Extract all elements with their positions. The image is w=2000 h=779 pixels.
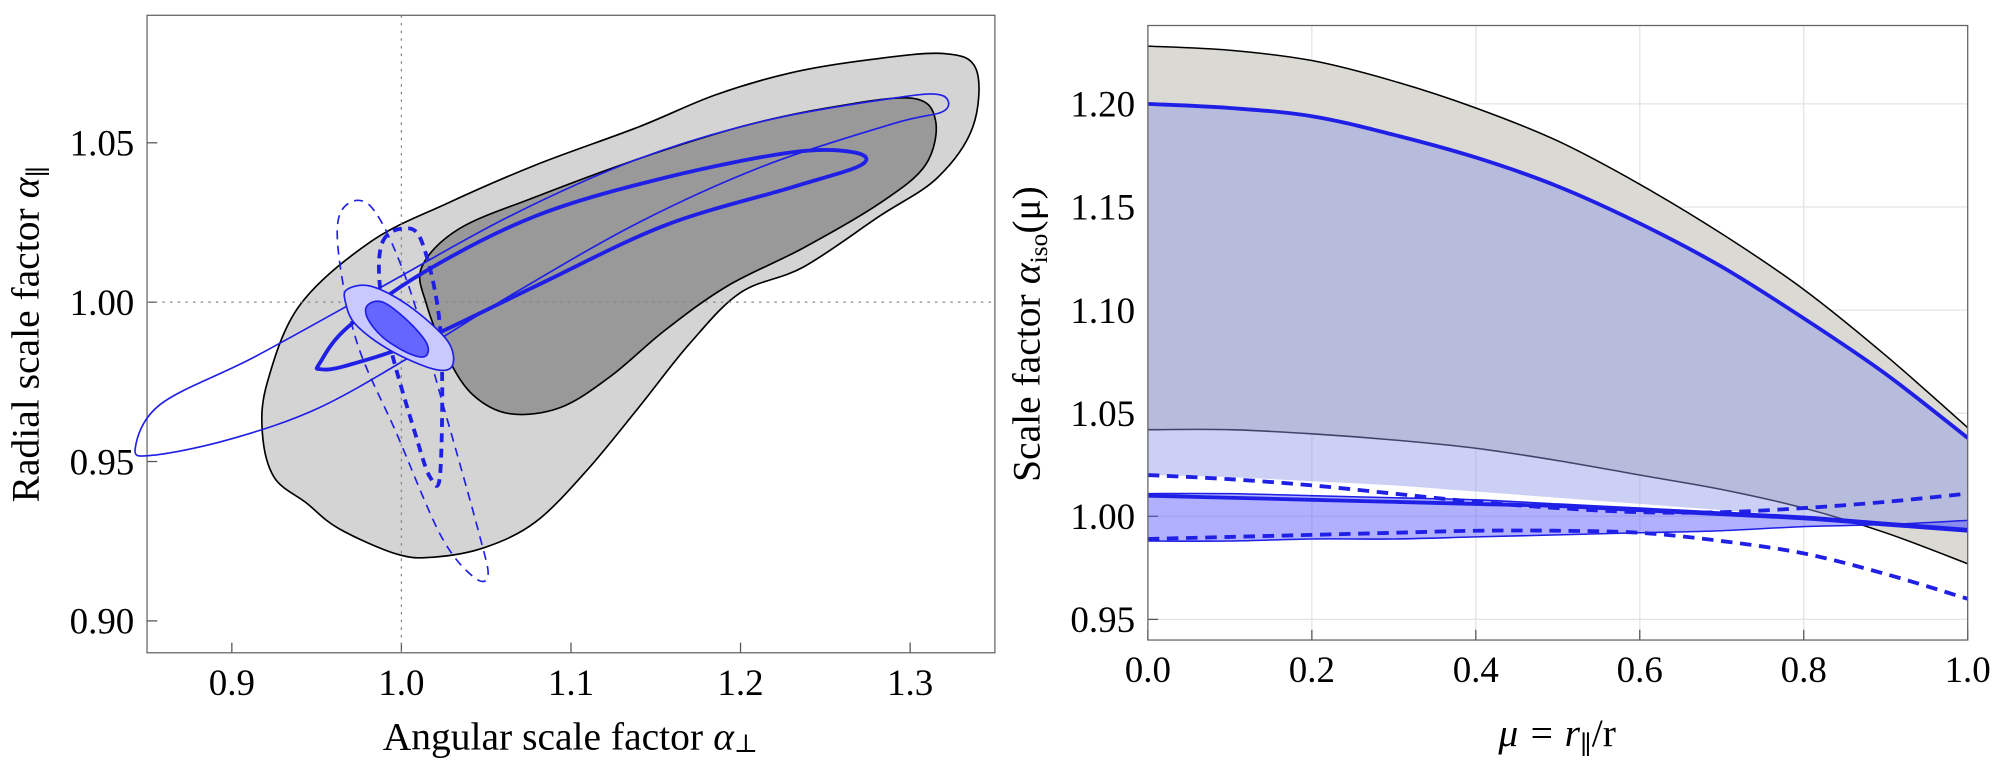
y-tick-label: 0.95 [1070, 599, 1135, 640]
line [1147, 101, 1968, 440]
x-axis-label: μ = r∥/r [1497, 711, 1616, 760]
x-tick-label: 1.3 [887, 662, 933, 703]
x-tick-label: 1.0 [1945, 649, 1991, 690]
band-edge [1147, 519, 1968, 542]
band-edge [1147, 428, 1968, 565]
x-tick-label: 1.0 [378, 662, 424, 703]
x-axis-label: Angular scale factor α⊥ [383, 715, 758, 759]
x-tick-label: 0.8 [1781, 649, 1827, 690]
label-text: Radial scale factor [4, 208, 48, 502]
line [1147, 473, 1968, 515]
band-edge [1147, 492, 1968, 530]
label-text: /r [1592, 711, 1616, 755]
x-tick-label: 0.2 [1289, 649, 1335, 690]
y-tick-label: 1.10 [1070, 290, 1135, 331]
band [1147, 46, 1968, 564]
label-symbol: α [1005, 262, 1049, 284]
band [1147, 103, 1968, 529]
label-subscript: ⊥ [734, 729, 758, 758]
label-text: (μ) [1005, 186, 1049, 234]
y-tick-label: 0.90 [70, 601, 135, 642]
y-axis-label: Scale factor αiso(μ) [1005, 186, 1054, 482]
label-symbol: α [4, 176, 48, 198]
label-text: Angular scale factor [383, 715, 703, 759]
label-text: μ = r [1497, 711, 1580, 755]
label-subscript: iso [1024, 234, 1053, 264]
band-edge [1147, 45, 1968, 429]
plot-frame [1147, 24, 1969, 641]
y-tick-label: 1.15 [1070, 187, 1135, 228]
label-text: Scale factor [1005, 294, 1049, 482]
y-tick-label: 0.95 [70, 441, 135, 482]
x-tick-label: 0.9 [209, 662, 255, 703]
y-tick-label: 1.05 [70, 123, 135, 164]
plot-area [1147, 45, 1968, 601]
y-axis-label: Radial scale factor α∥ [4, 166, 53, 503]
label-subscript: ∥ [1580, 731, 1592, 760]
x-tick-label: 1.1 [548, 662, 594, 703]
x-tick-label: 0.4 [1453, 649, 1499, 690]
line [1147, 493, 1968, 533]
line [1147, 528, 1968, 601]
contour [336, 199, 489, 583]
contour [134, 93, 950, 457]
band [1147, 493, 1968, 542]
x-tick-label: 1.2 [717, 662, 763, 703]
y-tick-label: 1.05 [1070, 393, 1135, 434]
y-tick-label: 1.00 [70, 282, 135, 323]
contour [364, 300, 430, 358]
label-subscript: ∥ [23, 166, 52, 178]
y-tick-label: 1.20 [1070, 84, 1135, 125]
x-tick-label: 0.6 [1617, 649, 1663, 690]
label-symbol: α [713, 715, 735, 759]
y-tick-label: 1.00 [1070, 496, 1135, 537]
x-tick-label: 0.0 [1125, 649, 1171, 690]
